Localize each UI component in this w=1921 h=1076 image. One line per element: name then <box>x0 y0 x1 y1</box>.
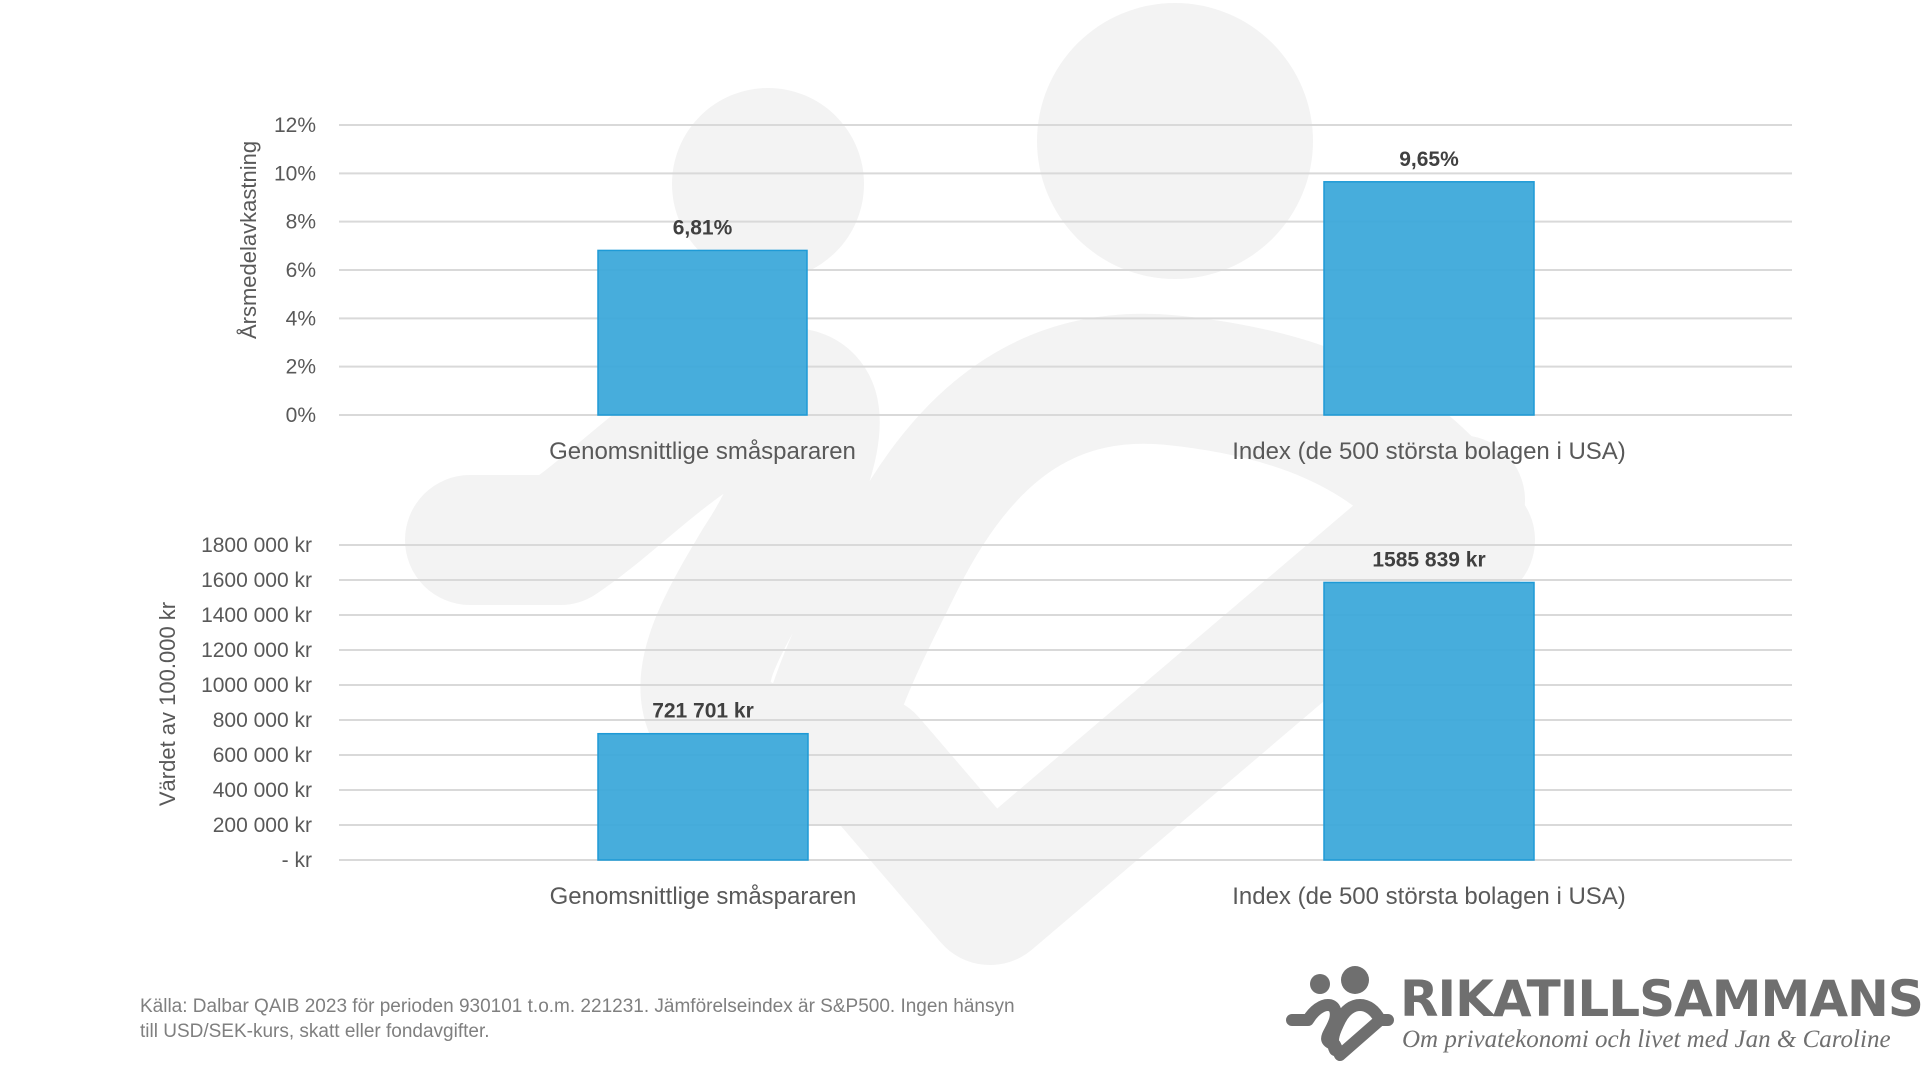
data-label: 6,81% <box>673 216 733 239</box>
y-tick-label: 800 000 kr <box>213 709 312 732</box>
y-tick-label: 1000 000 kr <box>201 674 312 697</box>
data-label: 1585 839 kr <box>1372 548 1485 571</box>
bar <box>597 732 809 861</box>
bar <box>1323 581 1535 861</box>
y-axis-title-value: Värdet av 100.000 kr <box>155 602 180 806</box>
y-tick-label: 0% <box>286 404 316 427</box>
chart-value-of-100000: - kr 200 000 kr 400 000 kr 600 000 kr 800 00… <box>201 534 1792 910</box>
logo-title: RIKATILLSAMMANS <box>1400 970 1921 1028</box>
source-line-2: till USD/SEK-kurs, skatt eller fondavgif… <box>140 1021 490 1042</box>
x-category-label: Genomsnittlige småspararen <box>549 438 856 465</box>
watermark-logo <box>405 3 1535 965</box>
source-line-1: Källa: Dalbar QAIB 2023 för perioden 930… <box>140 996 1015 1017</box>
y-tick-label: 400 000 kr <box>213 779 312 802</box>
chart-annual-return: 0% 2% 4% 6% 8% 10% 12% 6,81% Genomsnittlige smås… <box>274 114 1792 465</box>
y-tick-label: 1400 000 kr <box>201 604 312 627</box>
bar <box>1323 181 1535 416</box>
y-tick-label: 10% <box>274 162 316 185</box>
source-note: Källa: Dalbar QAIB 2023 för perioden 930… <box>140 994 1140 1044</box>
y-tick-label: 1600 000 kr <box>201 569 312 592</box>
y-tick-label: 12% <box>274 114 316 137</box>
x-category-label: Index (de 500 största bolagen i USA) <box>1232 438 1626 465</box>
logo-subtitle: Om privatekonomi och livet med Jan & Car… <box>1402 1026 1891 1053</box>
y-tick-label: 6% <box>286 259 316 282</box>
y-tick-label: - kr <box>282 849 312 872</box>
data-label: 721 701 kr <box>652 700 754 723</box>
y-tick-label: 4% <box>286 307 316 330</box>
brand-logo[interactable]: RIKATILLSAMMANS Om privatekonomi och liv… <box>1280 960 1921 1070</box>
x-category-label: Genomsnittlige småspararen <box>550 883 857 910</box>
logo-icon <box>1286 966 1394 1061</box>
x-category-label: Index (de 500 största bolagen i USA) <box>1232 883 1626 910</box>
y-tick-label: 200 000 kr <box>213 814 312 837</box>
y-axis-title-annual-return: Årsmedelavkastning <box>236 141 261 339</box>
y-tick-label: 2% <box>286 356 316 379</box>
y-tick-label: 1200 000 kr <box>201 639 312 662</box>
y-tick-label: 8% <box>286 211 316 234</box>
y-tick-label: 1800 000 kr <box>201 534 312 557</box>
bar <box>597 249 808 416</box>
y-tick-label: 600 000 kr <box>213 744 312 767</box>
data-label: 9,65% <box>1399 148 1459 171</box>
